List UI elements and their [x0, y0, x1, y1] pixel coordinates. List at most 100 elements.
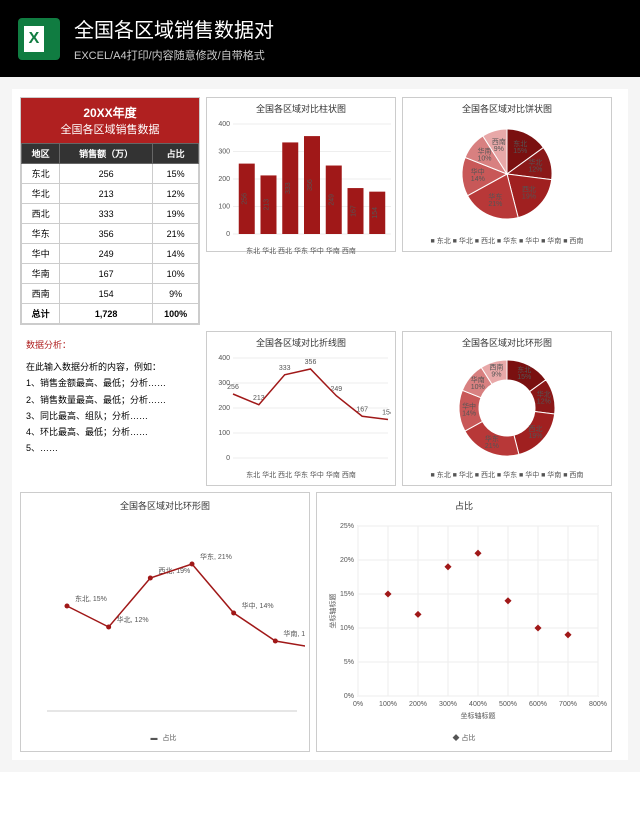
svg-text:10%: 10%: [340, 625, 354, 632]
svg-text:300%: 300%: [439, 701, 457, 708]
svg-text:21%: 21%: [485, 443, 499, 450]
worksheet: 20XX年度 全国各区域销售数据 地区销售额（万）占比 东北25615%华北21…: [12, 89, 628, 760]
svg-text:西北: 西北: [529, 425, 543, 433]
svg-text:0%: 0%: [344, 693, 354, 700]
page-subtitle: EXCEL/A4打印/内容随意修改/自带格式: [74, 47, 274, 63]
svg-text:坐标轴标题: 坐标轴标题: [328, 594, 337, 629]
svg-text:东北, 15%: 东北, 15%: [75, 594, 107, 603]
data-table-title: 20XX年度 全国各区域销售数据: [21, 98, 199, 143]
pie-chart-svg: 东北15%华北12%西北19%华东21%华中14%华南10%西南9%: [407, 119, 607, 229]
table-row: 华南16710%: [22, 264, 199, 284]
svg-text:19%: 19%: [528, 433, 542, 440]
svg-text:154: 154: [382, 410, 391, 417]
svg-text:9%: 9%: [494, 146, 504, 153]
svg-text:100%: 100%: [379, 701, 397, 708]
header-text: 全国各区域销售数据对 EXCEL/A4打印/内容随意修改/自带格式: [74, 14, 274, 63]
data-table-card: 20XX年度 全国各区域销售数据 地区销售额（万）占比 东北25615%华北21…: [20, 97, 200, 325]
donut-chart-svg: 东北15%华北12%西北19%华东21%华中14%华南10%西南9%: [407, 353, 607, 463]
svg-text:21%: 21%: [488, 201, 502, 208]
svg-text:坐标轴标题: 坐标轴标题: [461, 711, 496, 720]
svg-text:200%: 200%: [409, 701, 427, 708]
scatter-svg: 0% 5% 10% 15% 20% 25% 0% 100% 200% 300% 400% 500% 60…: [323, 516, 607, 726]
analysis-item: 4、环比最高、最低；分析……: [26, 424, 194, 440]
svg-text:华南: 华南: [471, 375, 485, 384]
svg-text:400: 400: [218, 355, 230, 362]
svg-text:华东: 华东: [488, 192, 502, 201]
svg-text:213: 213: [264, 199, 271, 211]
svg-text:14%: 14%: [462, 410, 476, 417]
svg-text:356: 356: [307, 179, 314, 191]
svg-text:15%: 15%: [513, 148, 527, 155]
scatter-legend: ◆ 占比: [323, 733, 605, 743]
svg-text:333: 333: [285, 182, 292, 194]
svg-text:200: 200: [218, 176, 230, 183]
svg-text:256: 256: [227, 384, 239, 391]
table-header: 占比: [153, 144, 199, 164]
svg-text:154: 154: [372, 207, 379, 219]
svg-text:西北: 西北: [522, 185, 536, 193]
table-row: 东北25615%: [22, 164, 199, 184]
svg-text:华中: 华中: [462, 401, 476, 410]
svg-text:400%: 400%: [469, 701, 487, 708]
svg-text:0: 0: [226, 231, 230, 238]
page-title: 全国各区域销售数据对: [74, 14, 274, 43]
table-row: 西南1549%: [22, 284, 199, 304]
table-row: 西北33319%: [22, 204, 199, 224]
svg-text:5%: 5%: [344, 659, 354, 666]
scatter-chart: 占比 0%5%10%15%20%25%0%100%200%300%400%500…: [316, 492, 612, 752]
bar-chart-svg: 0 100 200 300 400 256 213 333 356 249 167 154: [211, 119, 391, 239]
table-header: 地区: [22, 144, 60, 164]
analysis-card: 数据分析： 在此输入数据分析的内容，例如： 1、销售金额最高、最低；分析……2、…: [20, 331, 200, 486]
pie-chart: 全国各区域对比饼状图 东北15%华北12%西北19%华东21%华中14%华南10…: [402, 97, 612, 252]
svg-text:华中: 华中: [471, 167, 485, 176]
svg-text:800%: 800%: [589, 701, 607, 708]
bar-chart: 全国各区域对比柱状图 01002003004002562133333562491…: [206, 97, 396, 252]
svg-text:100: 100: [218, 430, 230, 437]
svg-text:华东, 21%: 华东, 21%: [200, 552, 232, 561]
table-total-row: 总计1,728100%: [22, 304, 199, 324]
svg-text:西南: 西南: [492, 137, 506, 146]
svg-text:167: 167: [351, 205, 358, 217]
svg-text:华北: 华北: [528, 158, 542, 167]
svg-text:0%: 0%: [353, 701, 363, 708]
line-chart: 全国各区域对比折线图 01002003004002562133333562491…: [206, 331, 396, 486]
svg-text:300: 300: [218, 149, 230, 156]
table-row: 华东35621%: [22, 224, 199, 244]
svg-text:256: 256: [242, 193, 249, 205]
svg-text:华中, 14%: 华中, 14%: [242, 601, 274, 610]
sales-table: 地区销售额（万）占比 东北25615%华北21312%西北33319%华东356…: [21, 143, 199, 324]
line-x-labels: 东北 华北 西北 华东 华中 华南 西南: [211, 470, 391, 480]
page-body: 20XX年度 全国各区域销售数据 地区销售额（万）占比 东北25615%华北21…: [0, 77, 640, 772]
svg-text:500%: 500%: [499, 701, 517, 708]
svg-text:东北: 东北: [517, 365, 531, 374]
svg-text:20%: 20%: [340, 557, 354, 564]
svg-text:25%: 25%: [340, 523, 354, 530]
svg-text:100: 100: [218, 204, 230, 211]
svg-text:356: 356: [305, 359, 317, 366]
line-chart-svg: 0100200300400256213333356249167154: [211, 353, 391, 463]
svg-text:600%: 600%: [529, 701, 547, 708]
svg-text:华北, 12%: 华北, 12%: [117, 615, 149, 624]
svg-text:12%: 12%: [537, 399, 551, 406]
svg-text:9%: 9%: [491, 372, 501, 379]
big-line-svg: 东北, 15%华北, 12%西北, 19%华东, 21%华中, 14%华南, 1…: [27, 516, 305, 726]
analysis-item: 2、销售数量最高、最低；分析……: [26, 392, 194, 408]
svg-text:333: 333: [279, 365, 291, 372]
big-line-legend: ▬ 占比: [27, 733, 303, 743]
excel-icon: X: [18, 18, 60, 60]
svg-text:15%: 15%: [517, 374, 531, 381]
svg-text:249: 249: [329, 194, 336, 206]
donut-chart: 全国各区域对比环形图 东北15%华北12%西北19%华东21%华中14%华南10…: [402, 331, 612, 486]
svg-text:华东: 华东: [485, 434, 499, 443]
svg-text:400: 400: [218, 121, 230, 128]
svg-text:西南: 西南: [489, 363, 503, 372]
svg-text:15%: 15%: [340, 591, 354, 598]
table-row: 华中24914%: [22, 244, 199, 264]
svg-text:华北: 华北: [537, 390, 551, 399]
bar-x-labels: 东北 华北 西北 华东 华中 华南 西南: [211, 246, 391, 256]
svg-text:19%: 19%: [522, 193, 536, 200]
table-row: 华北21312%: [22, 184, 199, 204]
donut-legend: ■ 东北 ■ 华北 ■ 西北 ■ 华东 ■ 华中 ■ 华南 ■ 西南: [407, 470, 607, 480]
app-header: X 全国各区域销售数据对 EXCEL/A4打印/内容随意修改/自带格式: [0, 0, 640, 77]
svg-text:华南, 10%: 华南, 10%: [283, 629, 305, 638]
